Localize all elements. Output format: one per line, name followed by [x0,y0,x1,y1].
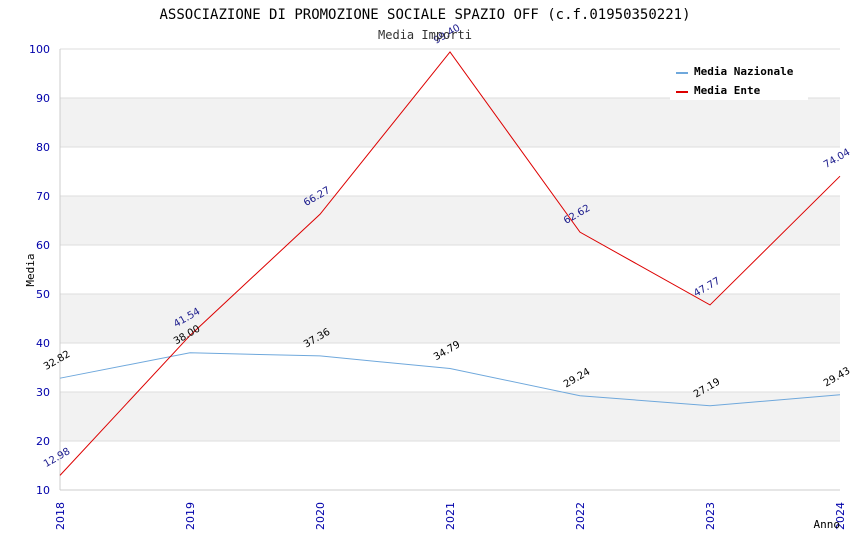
y-tick-label: 20 [36,435,50,448]
legend-label-media-ente: Media Ente [694,84,761,97]
chart-title: ASSOCIAZIONE DI PROMOZIONE SOCIALE SPAZI… [159,7,690,23]
legend-label-media-nazionale: Media Nazionale [694,65,794,78]
gridlines [60,48,840,491]
y-tick-label: 40 [36,337,50,350]
x-ticks: 2018 2019 2020 2021 2022 2023 2024 [54,502,847,530]
plot-band [60,98,840,147]
chart-subtitle: Media Importi [378,28,472,42]
y-tick-label: 30 [36,386,50,399]
plot-band [60,196,840,245]
y-tick-label: 10 [36,484,50,497]
x-tick-label: 2019 [184,502,197,530]
y-tick-label: 60 [36,239,50,252]
x-tick-label: 2018 [54,502,67,530]
series-line-media-ente [59,51,841,476]
axes [59,49,840,491]
plot-band [60,441,840,490]
plot-band [60,245,840,294]
y-tick-label: 100 [29,43,50,56]
y-tick-label: 80 [36,141,50,154]
y-ticks: 10 20 30 40 50 60 70 80 90 100 [29,43,50,497]
series-line-media-nazionale [59,352,841,407]
plot-band [60,147,840,196]
x-tick-label: 2023 [704,502,717,530]
plot-band [60,392,840,441]
legend: Media Nazionale Media Ente [670,58,808,100]
x-tick-label: 2024 [834,502,847,530]
x-tick-label: 2022 [574,502,587,530]
x-axis-label: Anno [814,518,841,531]
x-tick-label: 2020 [314,502,327,530]
plot-band [60,343,840,392]
plot-bands [60,49,840,490]
x-tick-label: 2021 [444,502,457,530]
y-tick-label: 90 [36,92,50,105]
series-lines [59,51,841,476]
y-tick-label: 50 [36,288,50,301]
y-axis-label: Media [24,253,37,286]
y-tick-label: 70 [36,190,50,203]
legend-box [670,58,808,100]
